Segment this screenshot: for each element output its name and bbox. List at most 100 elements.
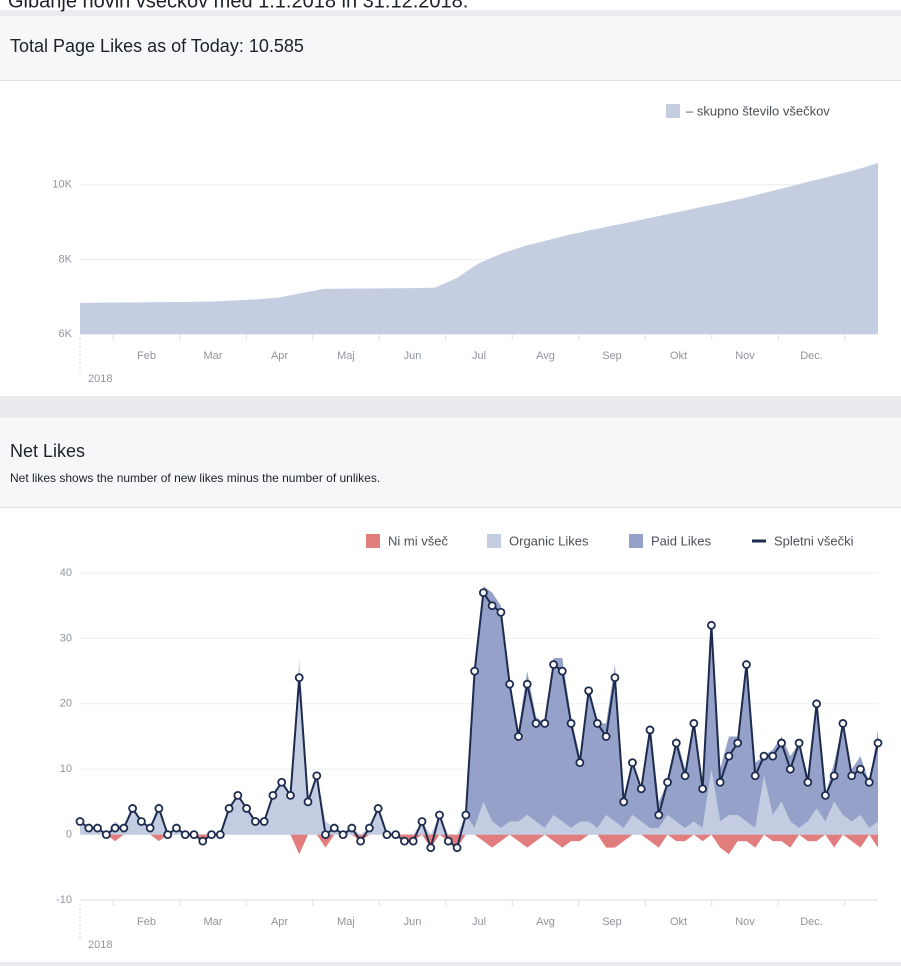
point — [540, 719, 550, 728]
point — [470, 666, 480, 676]
point — [382, 830, 392, 839]
legend-swatch — [487, 534, 501, 548]
point — [724, 751, 734, 761]
point — [128, 804, 138, 813]
panel-header — [0, 16, 901, 80]
legend-label: Spletni všečki — [774, 533, 854, 548]
point — [873, 738, 883, 748]
y-tick-label: -10 — [56, 894, 72, 906]
area — [80, 658, 878, 835]
x-tick-label: Mar — [204, 350, 223, 362]
x-tick-label: Maj — [337, 350, 355, 362]
point — [654, 810, 664, 820]
point — [145, 823, 155, 833]
legend-label: Paid Likes — [651, 533, 711, 548]
point — [207, 830, 216, 839]
point — [347, 823, 357, 833]
point — [785, 764, 795, 774]
point — [663, 777, 672, 787]
x-year-label: 2018 — [88, 373, 112, 385]
point — [84, 823, 94, 833]
x-tick-label: Sep — [602, 916, 622, 928]
point — [628, 758, 637, 768]
point — [610, 673, 620, 683]
point — [356, 836, 366, 846]
point — [452, 843, 462, 853]
point — [233, 790, 243, 800]
top-strip — [0, 0, 901, 10]
point — [645, 725, 655, 735]
legend-swatch — [629, 534, 643, 548]
point — [698, 784, 708, 794]
x-tick-label: Jun — [404, 916, 422, 928]
legend-label: – skupno število všečkov — [686, 103, 830, 118]
point — [864, 777, 874, 787]
point — [268, 790, 278, 800]
point — [592, 719, 602, 728]
x-tick-label: Jun — [404, 350, 422, 362]
point — [742, 660, 751, 669]
point — [417, 817, 427, 826]
point — [338, 830, 348, 839]
point — [303, 797, 313, 807]
point — [750, 771, 760, 781]
point — [189, 830, 199, 839]
point — [198, 836, 208, 846]
y-tick-label: 6K — [59, 328, 73, 340]
legend-swatch — [366, 534, 380, 548]
point — [689, 719, 699, 728]
panel-body — [0, 508, 901, 962]
point — [549, 660, 558, 669]
point — [680, 771, 690, 781]
stacked-area — [80, 586, 878, 835]
x-tick-label: Nov — [735, 350, 755, 362]
point — [75, 817, 85, 826]
y-tick-label: 10K — [52, 179, 72, 191]
area — [80, 834, 878, 855]
point — [847, 771, 857, 781]
point — [400, 836, 409, 846]
point — [110, 823, 120, 833]
point — [286, 790, 295, 800]
point — [820, 790, 830, 800]
point — [803, 777, 813, 787]
point — [671, 738, 681, 748]
point — [172, 823, 181, 833]
point — [601, 732, 611, 741]
point — [715, 777, 725, 787]
x-tick-label: Apr — [271, 916, 288, 928]
point — [838, 719, 848, 728]
point — [163, 830, 173, 839]
y-tick-label: 30 — [60, 632, 72, 644]
point — [180, 830, 190, 839]
point — [224, 804, 234, 813]
point — [619, 797, 629, 807]
panel-header — [0, 418, 901, 507]
point — [557, 666, 567, 676]
point — [575, 758, 585, 768]
point — [496, 607, 506, 617]
point — [408, 836, 418, 846]
point — [531, 719, 541, 728]
x-tick-label: Jul — [472, 916, 486, 928]
point — [461, 810, 471, 820]
y-tick-label: 20 — [60, 698, 72, 710]
legend-label: Organic Likes — [509, 533, 589, 548]
x-tick-label: Dec. — [800, 350, 823, 362]
point — [584, 686, 594, 696]
point — [242, 804, 252, 813]
point — [487, 601, 497, 611]
y-tick-label: 10 — [60, 763, 72, 775]
point — [768, 751, 778, 761]
point — [277, 777, 287, 787]
point — [391, 830, 401, 839]
point — [566, 719, 576, 728]
point — [759, 751, 769, 761]
panel-title: Total Page Likes as of Today: 10.585 — [10, 36, 304, 56]
point — [777, 738, 786, 748]
point — [373, 804, 383, 813]
x-tick-label: Avg — [536, 916, 555, 928]
legend-swatch — [666, 104, 680, 118]
